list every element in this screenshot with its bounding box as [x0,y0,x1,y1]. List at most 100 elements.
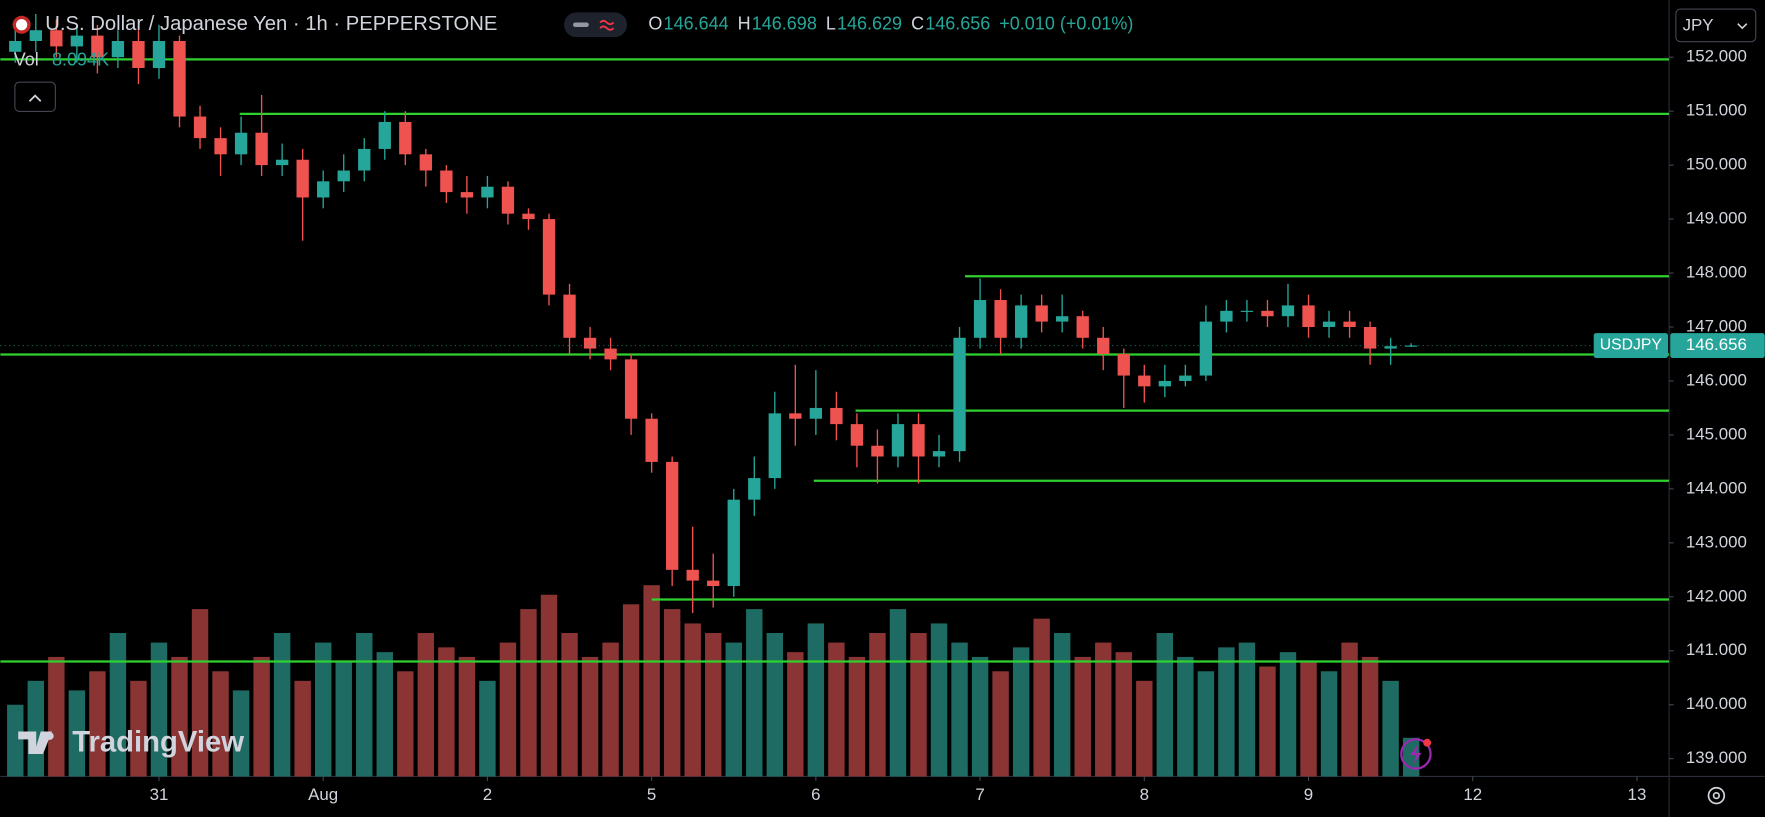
volume-value: 8.094K [52,50,109,70]
candle-body [542,219,556,295]
candle-body [748,478,761,500]
candle-body [1281,305,1295,317]
volume-bar [89,671,106,777]
watermark-logo: TradingView [18,727,244,759]
volume-bar [479,680,496,777]
candle-body [973,300,987,338]
y-tick-label: 141.000 [1686,640,1747,659]
alerts-icon [1410,743,1422,765]
y-tick-label: 147.000 [1686,316,1747,335]
volume-bar [27,680,45,777]
status-pill[interactable] [564,12,628,38]
volume-bar [1300,661,1317,777]
volume-bar [602,642,619,777]
volume-bar [499,642,517,777]
volume-bar [171,656,188,777]
candle-body [686,569,699,581]
status-icon [573,22,589,28]
volume-bar [273,633,291,777]
x-tick-label: 12 [1463,785,1482,804]
settings-icon [1712,791,1721,800]
candle-body [1076,316,1089,338]
candle-body [152,41,166,68]
volume-bar [1156,633,1174,777]
currency-button[interactable] [1675,8,1757,43]
volume-bar [191,609,209,777]
volume-bar [643,585,660,777]
volume-bar [7,704,24,777]
x-tick-label: 13 [1628,785,1647,804]
y-tick-label: 150.000 [1686,155,1747,174]
currency-label: JPY [1683,15,1714,34]
candle-body [1158,380,1171,387]
candle-body [91,35,104,58]
candle-body [358,148,371,171]
symbol-tag: USDJPY [1600,337,1663,354]
volume-bar [992,671,1009,777]
status-icon [599,19,615,31]
volume-bar [150,642,168,777]
candle-body [1404,345,1418,347]
volume-bar [1361,656,1379,777]
candle-body [891,424,905,457]
candle-body [317,181,330,198]
ohlc-value: 146.629 [837,14,902,34]
volume-bar [561,633,578,777]
alerts-button[interactable] [1400,738,1432,770]
volume-bar [540,594,558,777]
candle-body [830,407,843,425]
volume-bar [48,656,65,777]
candle-body [604,348,617,360]
plot-area [0,14,1670,777]
volume-bar [1053,633,1071,777]
settings-button[interactable] [1707,786,1726,805]
x-tick-label: 7 [975,785,984,804]
symbol-flag-inner [15,19,28,31]
volume-bar [828,642,845,777]
ohlc-key: O [648,14,662,34]
ohlc-key: H [738,14,751,34]
candle-body [193,116,207,139]
candle-body [563,294,576,338]
watermark: TradingView [72,727,244,759]
candle-body [1343,321,1356,327]
candle-body [727,499,740,587]
volume-bar [1320,671,1338,777]
volume-bar [130,680,147,777]
volume-bar [68,690,86,777]
volume-bar [1115,652,1132,777]
y-tick-label: 144.000 [1686,478,1747,497]
symbol-title[interactable]: U.S. Dollar / Japanese Yen · 1h · PEPPER… [45,13,497,35]
x-tick-label: 2 [483,785,492,804]
volume-bar [869,633,886,777]
candle-body [1384,346,1397,349]
candle-body [1363,326,1377,349]
y-tick-label: 152.000 [1686,47,1747,66]
volume-bar [294,680,311,777]
y-tick-label: 142.000 [1686,586,1747,605]
volume-bar [725,642,742,777]
last-price-bg [1670,333,1765,358]
volume-bar [1033,618,1050,777]
x-tick-label: Aug [308,785,338,804]
candle-body [378,121,391,149]
candle-body [707,580,720,587]
candle-body [871,445,884,457]
x-tick-label: 5 [647,785,656,804]
volume-bar [971,656,989,777]
volume-bar [1095,642,1112,777]
candle-body [132,41,145,68]
candle-body [953,337,966,452]
candle-body [1138,375,1151,387]
candle-body [809,407,823,419]
ohlc-value: 146.656 [925,14,990,34]
x-tick-label: 9 [1304,785,1313,804]
volume-bar [766,633,784,777]
volume-bar [581,656,599,777]
volume-bar [663,609,681,777]
volume-bar [1341,642,1358,777]
candle-body [173,41,186,117]
volume-bar [1074,656,1091,777]
candle-body [460,192,474,198]
symbol-tag-bg [1593,333,1668,358]
